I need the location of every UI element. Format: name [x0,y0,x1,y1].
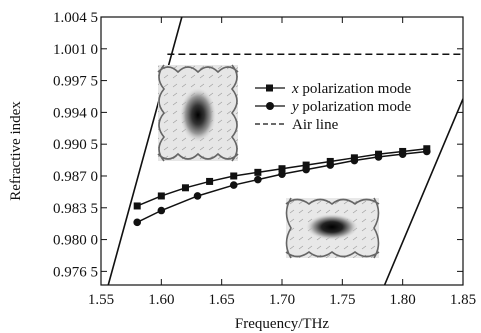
y-tick-label: 1.001 0 [53,42,98,58]
y-mode-point [374,153,383,161]
light-line [107,17,183,285]
y-mode-line [136,150,427,223]
legend-label-y-mode: y polarization mode [290,99,411,115]
x-tick-label: 1.80 [390,292,416,308]
legend-label-air-line: Air line [292,117,339,133]
y-mode-point [133,218,141,227]
x-axis-title: Frequency/THz [235,316,329,332]
legend-marker-square [266,84,273,92]
y-axis-title: Refractive index [8,101,24,201]
light-line [383,98,463,285]
x-tick-label: 1.65 [209,292,235,308]
x-mode-field-profile [157,64,239,162]
x-mode-point [157,192,165,200]
y-tick-label: 0.983 5 [53,201,98,217]
y-tick-label: 0.987 0 [53,169,98,185]
x-tick-label: 1.70 [269,292,295,308]
legend-label-x-mode: x polarization mode [291,81,411,97]
y-mode-point [157,206,166,215]
x-mode-point [278,165,286,173]
y-tick-label: 0.994 0 [53,105,98,121]
y-tick-label: 0.976 5 [53,264,98,280]
y-mode-point [302,165,310,174]
x-mode-point [230,172,238,180]
x-tick-label: 1.85 [450,292,476,308]
y-mode-field-profile [285,197,380,259]
y-mode-point [278,170,286,178]
legend: x polarization mode y polarization mode … [255,81,411,133]
x-mode-point [206,177,214,185]
y-tick-label: 0.980 0 [53,233,98,249]
x-tick-label: 1.60 [148,292,174,308]
light-lines [107,17,463,285]
x-mode-point [181,184,189,192]
y-mode-point [254,175,262,184]
y-mode-point [423,147,431,156]
axis-ticks [100,16,464,285]
y-mode-point [398,150,407,158]
y-tick-label: 0.990 5 [53,137,98,153]
y-tick-label: 1.004 5 [53,10,98,26]
x-mode-point [302,161,310,169]
x-tick-label: 1.55 [88,292,114,308]
legend-marker-circle [266,102,274,110]
y-mode-point [326,161,335,169]
y-mode-point [229,181,238,189]
y-mode-point [350,156,359,165]
x-tick-label: 1.75 [329,292,355,308]
series-markers [133,145,431,227]
x-mode-point [133,202,141,210]
axis-tick-labels: 1.55 1.60 1.65 1.70 1.75 1.80 1.85 0.976 5 0.980… [53,10,476,308]
y-mode-point [193,192,202,200]
y-tick-label: 0.997 5 [53,74,98,90]
x-mode-point [254,168,262,176]
